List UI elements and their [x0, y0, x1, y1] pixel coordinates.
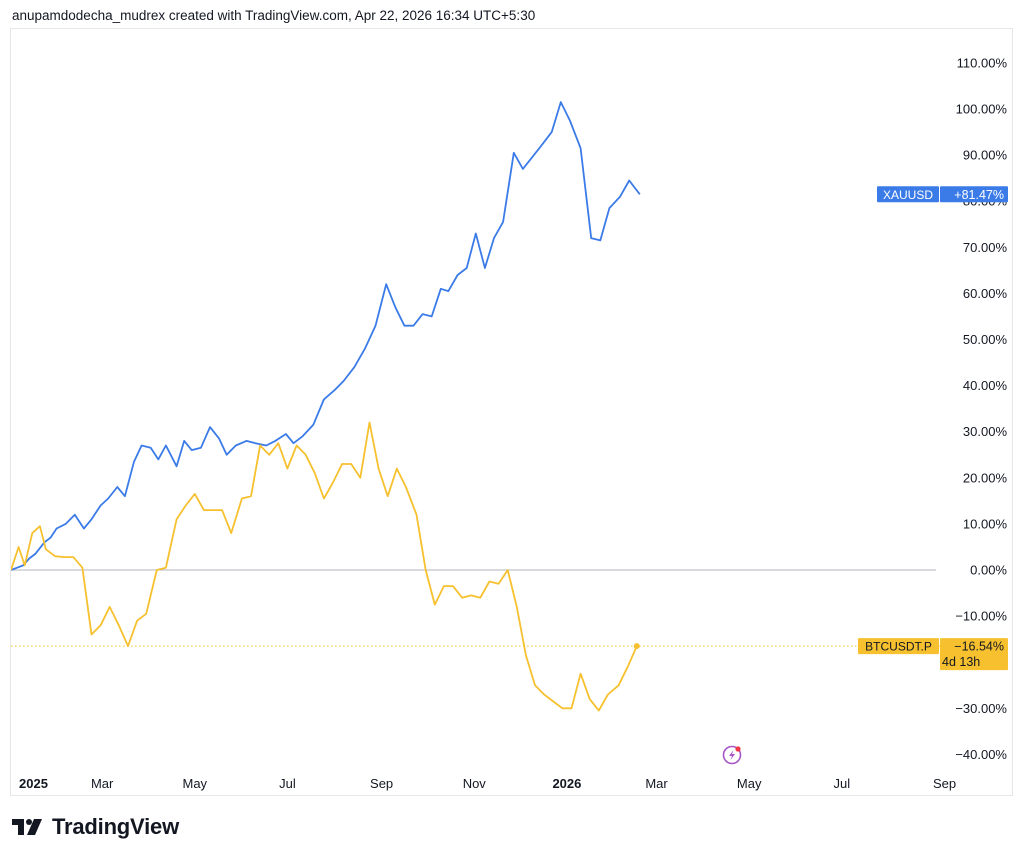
chart-svg[interactable]: 110.00%100.00%90.00%80.00%70.00%60.00%50…	[11, 29, 1014, 797]
x-tick-label: Jul	[834, 776, 851, 791]
btcusdt-value-badge	[940, 638, 1008, 671]
x-tick-label: May	[183, 776, 208, 791]
chart-panel[interactable]: 110.00%100.00%90.00%80.00%70.00%60.00%50…	[10, 28, 1013, 796]
btcusdt-series-tag	[858, 638, 939, 655]
notification-dot-icon	[735, 746, 741, 752]
y-tick-label: 30.00%	[963, 424, 1008, 439]
btcusdt-countdown-text: 4d 13h	[942, 655, 980, 669]
x-tick-label: Jul	[279, 776, 296, 791]
lightning-bolt-icon	[729, 750, 735, 760]
y-tick-label: −10.00%	[955, 609, 1007, 624]
y-tick-label: 10.00%	[963, 516, 1008, 531]
btc-last-point	[633, 643, 640, 650]
x-tick-label: Sep	[933, 776, 956, 791]
y-tick-label: 90.00%	[963, 148, 1008, 163]
y-tick-label: 60.00%	[963, 286, 1008, 301]
x-tick-label: Mar	[91, 776, 114, 791]
x-tick-label: May	[737, 776, 762, 791]
xauusd-value-badge	[940, 186, 1008, 203]
x-tick-label: Sep	[370, 776, 393, 791]
y-tick-label: 70.00%	[963, 240, 1008, 255]
y-tick-label: 100.00%	[956, 102, 1008, 117]
xauusd-value-badge-text: +81.47%	[954, 188, 1004, 202]
xauusd-series-tag	[877, 186, 939, 203]
x-tick-label: 2026	[552, 776, 581, 791]
brand-name: TradingView	[52, 814, 179, 839]
y-tick-label: 20.00%	[963, 470, 1008, 485]
xauusd-series-tag-text: XAUUSD	[883, 188, 933, 202]
y-tick-label: −40.00%	[955, 747, 1007, 762]
y-tick-label: 40.00%	[963, 378, 1008, 393]
x-tick-label: 2025	[19, 776, 48, 791]
x-tick-label: Nov	[463, 776, 487, 791]
series-line-xauusd	[11, 101, 641, 571]
y-tick-label: 50.00%	[963, 332, 1008, 347]
series-line-btcusdtp	[11, 421, 638, 712]
x-tick-label: Mar	[645, 776, 668, 791]
y-tick-label: 0.00%	[970, 563, 1007, 578]
y-tick-label: −30.00%	[955, 701, 1007, 716]
y-tick-label: 110.00%	[957, 55, 1008, 70]
btcusdt-series-tag-text: BTCUSDT.P	[865, 640, 932, 654]
btcusdt-value-badge-text: −16.54%	[954, 640, 1004, 654]
chart-attribution: anupamdodecha_mudrex created with Tradin…	[12, 8, 536, 23]
tradingview-logo-icon	[12, 819, 42, 835]
tradingview-brand[interactable]: TradingView	[12, 814, 179, 840]
